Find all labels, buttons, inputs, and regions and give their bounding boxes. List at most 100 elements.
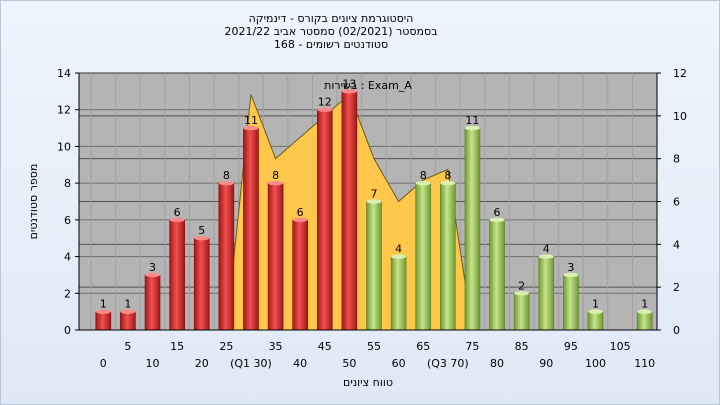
histogram-bar-top: [243, 125, 259, 131]
y-axis-title: מספר סטודנטים: [27, 164, 40, 240]
histogram-bar-top: [341, 89, 357, 94]
chart-annotation: בשירות : Exam_A: [324, 79, 412, 92]
histogram-bar: [95, 311, 112, 331]
histogram-bar: [292, 219, 308, 331]
bar-value-label: 4: [395, 243, 402, 256]
histogram-bar: [390, 256, 407, 331]
x-tick-label: 75: [465, 340, 479, 353]
histogram-bar: [267, 182, 284, 331]
bar-value-label: 13: [342, 77, 356, 90]
x-tick-label: 65: [416, 340, 430, 353]
histogram-bar-top: [120, 309, 136, 314]
bar-value-label: 1: [100, 298, 107, 311]
bar-value-label: 6: [297, 206, 304, 219]
histogram-bar-top: [169, 217, 185, 223]
histogram-bar: [316, 109, 333, 331]
x-tick-label: 95: [564, 340, 578, 353]
histogram-bar: [341, 91, 358, 331]
histogram-bar-top: [440, 180, 456, 186]
bar-value-label: 12: [318, 96, 332, 109]
bar-value-label: 6: [494, 206, 501, 219]
bar-value-label: 4: [543, 243, 550, 256]
histogram-bar-top: [391, 254, 407, 259]
x-tick-label: 15: [170, 340, 184, 353]
y-tick-label-right: 12: [673, 67, 687, 80]
y-tick-label-left: 4: [64, 251, 71, 264]
x-tick-label: 0: [100, 357, 107, 370]
chart-title-line: סטודנטים רשומים - 168: [274, 38, 388, 51]
x-tick-label: 40: [293, 357, 307, 370]
x-tick-label: 20: [195, 357, 209, 370]
histogram-bar-top: [145, 272, 161, 278]
histogram-bar-top: [268, 180, 284, 186]
bar-value-label: 1: [592, 298, 599, 311]
x-tick-label: 85: [515, 340, 529, 353]
y-tick-label-left: 10: [57, 140, 71, 153]
y-tick-label-right: 6: [673, 196, 680, 209]
histogram-bar: [587, 311, 604, 331]
y-tick-label-right: 8: [673, 153, 680, 166]
chart-title-line: בסמסטר (02/2021) סמסטר אביב 2021/22: [224, 25, 437, 38]
histogram-bar: [120, 311, 136, 331]
y-tick-label-left: 0: [64, 324, 71, 337]
histogram-bar-top: [218, 180, 234, 186]
x-tick-label: 55: [367, 340, 381, 353]
histogram-bar: [563, 274, 579, 331]
y-tick-label-left: 14: [57, 67, 71, 80]
histogram-bar-top: [514, 291, 530, 296]
bar-value-label: 11: [244, 114, 258, 127]
x-tick-label: 10: [146, 357, 160, 370]
bar-value-label: 6: [174, 206, 181, 219]
x-tick-label: (Q1 30): [230, 357, 272, 370]
chart-title-line: היסטוגרמת ציונים בקורס - דינמיקה: [249, 12, 414, 25]
bar-value-label: 1: [124, 298, 131, 311]
x-tick-label: 50: [342, 357, 356, 370]
y-tick-label-right: 2: [673, 281, 680, 294]
histogram-bar: [636, 311, 653, 331]
histogram-bar-top: [366, 199, 382, 204]
x-tick-label: 80: [490, 357, 504, 370]
y-tick-label-left: 8: [64, 177, 71, 190]
bar-value-label: 5: [198, 224, 205, 237]
histogram-bar: [538, 256, 555, 331]
histogram-bar: [415, 182, 432, 331]
x-tick-label: 100: [585, 357, 606, 370]
histogram-bar: [513, 292, 530, 331]
y-tick-label-right: 4: [673, 238, 680, 251]
histogram-bar: [366, 201, 382, 331]
histogram-bar: [144, 274, 161, 331]
histogram-bar-top: [415, 180, 431, 186]
y-tick-label-right: 10: [673, 110, 687, 123]
x-tick-label: 110: [634, 357, 655, 370]
bar-value-label: 2: [518, 279, 525, 292]
histogram-bar: [218, 182, 235, 331]
histogram-bar: [169, 219, 185, 331]
histogram-bar-top: [489, 217, 505, 223]
histogram-bar-top: [538, 254, 554, 259]
histogram-bar-top: [587, 309, 603, 314]
bar-value-label: 11: [465, 114, 479, 127]
x-tick-label: (Q3 70): [427, 357, 469, 370]
histogram-bar-top: [292, 217, 308, 223]
bar-value-label: 3: [567, 261, 574, 274]
x-tick-label: 60: [392, 357, 406, 370]
bar-value-label: 8: [420, 169, 427, 182]
y-tick-label-right: 0: [673, 324, 680, 337]
histogram-bar: [193, 237, 210, 331]
bar-value-label: 8: [272, 169, 279, 182]
x-tick-label: 25: [219, 340, 233, 353]
bar-value-label: 8: [223, 169, 230, 182]
x-axis-title: טווח ציונים: [343, 376, 393, 389]
histogram-bar-top: [563, 272, 579, 278]
x-tick-label: 105: [610, 340, 631, 353]
histogram-bar: [464, 127, 481, 331]
bar-value-label: 8: [444, 169, 451, 182]
y-tick-label-left: 6: [64, 214, 71, 227]
histogram-bar-top: [194, 236, 210, 241]
y-tick-label-left: 12: [57, 104, 71, 117]
y-tick-label-left: 2: [64, 287, 71, 300]
x-tick-label: 90: [539, 357, 553, 370]
histogram-bar: [243, 127, 259, 331]
